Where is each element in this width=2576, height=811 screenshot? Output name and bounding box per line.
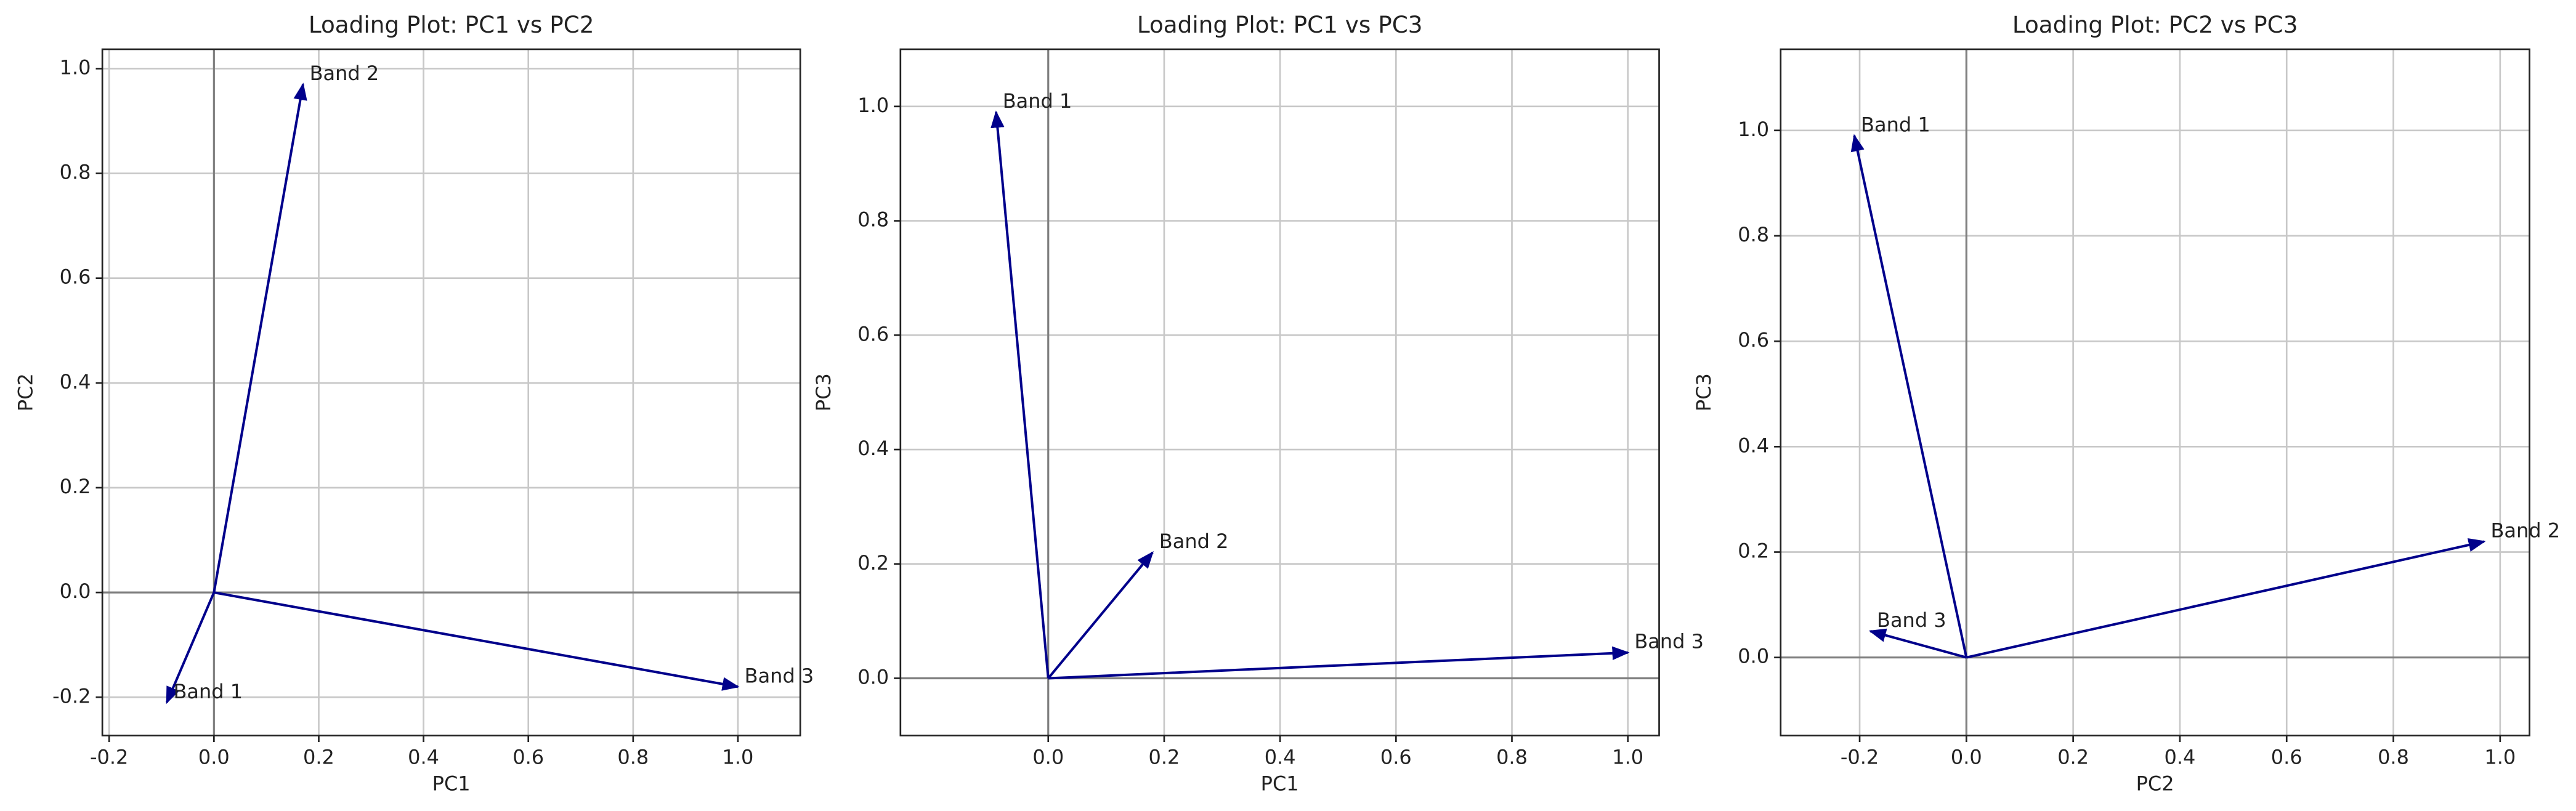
loading-arrow xyxy=(213,83,307,593)
loading-arrow xyxy=(1868,628,1967,659)
y-tick-label: 0.4 xyxy=(1738,434,1769,457)
arrow-label: Band 3 xyxy=(1634,630,1704,653)
x-tick-label: 0.4 xyxy=(2164,746,2195,769)
plot-frame xyxy=(899,48,1660,736)
loading-arrow xyxy=(1850,134,1968,658)
x-tick-label: 0.4 xyxy=(1265,746,1296,769)
loading-arrow xyxy=(1966,538,2486,659)
loading-arrow xyxy=(1048,646,1630,680)
x-tick-label: 1.0 xyxy=(723,746,754,769)
arrow-label: Band 1 xyxy=(1861,113,1930,136)
y-tick-label: 0.0 xyxy=(60,579,91,603)
x-tick-label: 0.2 xyxy=(303,746,334,769)
x-axis-label: PC1 xyxy=(1261,772,1299,795)
chart-title: Loading Plot: PC1 vs PC3 xyxy=(1137,11,1423,38)
y-tick-label: 1.0 xyxy=(60,55,91,79)
x-tick-label: 0.0 xyxy=(1032,746,1064,769)
x-axis-label: PC2 xyxy=(2136,772,2174,795)
x-tick-label: 0.2 xyxy=(2057,746,2089,769)
y-tick-label: 1.0 xyxy=(857,94,889,117)
y-tick-label: 0.8 xyxy=(857,208,889,232)
x-tick-label: 0.4 xyxy=(408,746,439,769)
x-tick-label: 0.2 xyxy=(1149,746,1180,769)
arrow-label: Band 1 xyxy=(1003,89,1072,113)
arrow-label: Band 1 xyxy=(173,680,243,703)
x-tick-label: -0.2 xyxy=(1841,746,1879,769)
arrow-label: Band 3 xyxy=(1877,608,1946,632)
y-tick-label: 0.8 xyxy=(60,161,91,184)
y-axis-label: PC3 xyxy=(1692,373,1715,411)
y-tick-label: 0.6 xyxy=(1738,328,1769,352)
x-tick-label: 0.6 xyxy=(1380,746,1412,769)
x-tick-label: 1.0 xyxy=(1612,746,1643,769)
plot-frame xyxy=(1780,48,2530,736)
y-axis-label: PC2 xyxy=(14,373,38,411)
arrow-label: Band 2 xyxy=(2491,518,2561,542)
y-tick-label: 0.2 xyxy=(1738,539,1769,563)
x-tick-label: 0.6 xyxy=(2271,746,2303,769)
chart-title: Loading Plot: PC2 vs PC3 xyxy=(2012,11,2298,38)
y-tick-label: 0.4 xyxy=(857,437,889,460)
x-tick-label: 0.0 xyxy=(198,746,230,769)
x-tick-label: -0.2 xyxy=(90,746,128,769)
x-axis-label: PC1 xyxy=(432,772,471,795)
x-tick-label: 0.0 xyxy=(1951,746,1982,769)
y-tick-label: 0.4 xyxy=(60,370,91,393)
loading-arrow xyxy=(213,591,740,691)
loading-arrow xyxy=(165,592,216,704)
y-tick-label: -0.2 xyxy=(52,684,91,708)
loading-arrow xyxy=(990,110,1050,679)
y-tick-label: 0.8 xyxy=(1738,223,1769,246)
x-tick-label: 1.0 xyxy=(2484,746,2516,769)
loading-arrow xyxy=(1047,551,1154,679)
y-tick-label: 0.6 xyxy=(857,322,889,345)
y-tick-label: 0.0 xyxy=(1738,645,1769,668)
chart-title: Loading Plot: PC1 vs PC2 xyxy=(309,11,594,38)
y-tick-label: 1.0 xyxy=(1738,118,1769,141)
x-tick-label: 0.6 xyxy=(512,746,544,769)
y-tick-label: 0.2 xyxy=(857,551,889,575)
arrow-label: Band 2 xyxy=(310,62,379,85)
y-tick-label: 0.6 xyxy=(60,265,91,289)
arrow-label: Band 3 xyxy=(745,664,814,687)
x-tick-label: 0.8 xyxy=(617,746,649,769)
y-axis-label: PC3 xyxy=(812,373,835,411)
x-tick-label: 0.8 xyxy=(1496,746,1528,769)
x-tick-label: 0.8 xyxy=(2378,746,2409,769)
plot-frame xyxy=(101,48,801,736)
y-tick-label: 0.2 xyxy=(60,475,91,498)
y-tick-label: 0.0 xyxy=(857,665,889,688)
arrow-label: Band 2 xyxy=(1159,530,1229,553)
